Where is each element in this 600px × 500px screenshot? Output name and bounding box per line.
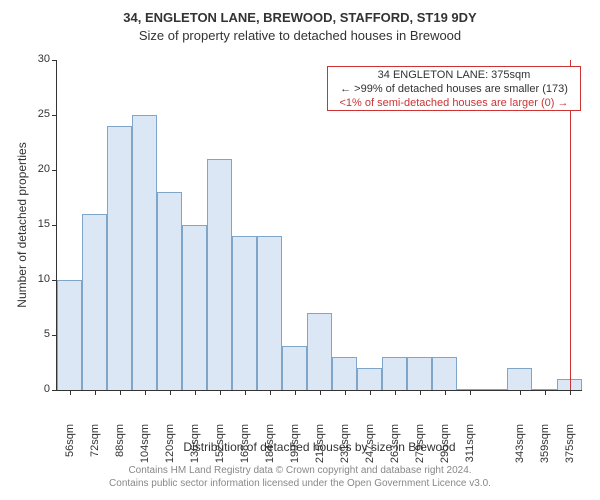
page-subtitle: Size of property relative to detached ho… bbox=[0, 28, 600, 43]
ytick-mark bbox=[52, 170, 57, 171]
x-axis-label: Distribution of detached houses by size … bbox=[57, 440, 582, 454]
xtick-mark bbox=[70, 390, 71, 395]
page-title: 34, ENGLETON LANE, BREWOOD, STAFFORD, ST… bbox=[0, 10, 600, 25]
footer-line2: Contains public sector information licen… bbox=[109, 478, 491, 489]
chart-bar bbox=[132, 115, 157, 390]
ytick-label: 30 bbox=[22, 53, 50, 65]
ytick-label: 0 bbox=[22, 383, 50, 395]
xtick-mark bbox=[570, 390, 571, 395]
callout-line1: 34 ENGLETON LANE: 375sqm bbox=[332, 69, 576, 83]
chart-bar bbox=[407, 357, 432, 390]
ytick-label: 5 bbox=[22, 328, 50, 340]
chart-bar bbox=[307, 313, 332, 390]
chart-bar bbox=[332, 357, 357, 390]
chart-bar bbox=[157, 192, 182, 390]
chart-bar bbox=[282, 346, 307, 390]
xtick-mark bbox=[520, 390, 521, 395]
xtick-mark bbox=[320, 390, 321, 395]
chart-bar bbox=[57, 280, 82, 390]
chart-bar bbox=[107, 126, 132, 390]
xtick-mark bbox=[395, 390, 396, 395]
ytick-mark bbox=[52, 390, 57, 391]
xtick-mark bbox=[345, 390, 346, 395]
chart-bar bbox=[382, 357, 407, 390]
chart-bar bbox=[507, 368, 532, 390]
chart-bar bbox=[432, 357, 457, 390]
ytick-mark bbox=[52, 225, 57, 226]
chart-bar bbox=[232, 236, 257, 390]
callout-box: 34 ENGLETON LANE: 375sqm ← >99% of detac… bbox=[327, 66, 581, 111]
chart-bar bbox=[257, 236, 282, 390]
footer-attribution: Contains HM Land Registry data © Crown c… bbox=[0, 465, 600, 490]
xtick-mark bbox=[120, 390, 121, 395]
chart-bar bbox=[207, 159, 232, 390]
xtick-mark bbox=[545, 390, 546, 395]
xtick-mark bbox=[295, 390, 296, 395]
ytick-mark bbox=[52, 115, 57, 116]
footer-line1: Contains HM Land Registry data © Crown c… bbox=[128, 465, 471, 476]
xtick-mark bbox=[95, 390, 96, 395]
ytick-mark bbox=[52, 335, 57, 336]
callout-line2: ← >99% of detached houses are smaller (1… bbox=[332, 83, 576, 97]
xtick-mark bbox=[270, 390, 271, 395]
y-axis-label: Number of detached properties bbox=[15, 125, 29, 325]
xtick-mark bbox=[145, 390, 146, 395]
ytick-mark bbox=[52, 280, 57, 281]
xtick-mark bbox=[220, 390, 221, 395]
xtick-mark bbox=[470, 390, 471, 395]
chart-bar bbox=[357, 368, 382, 390]
xtick-mark bbox=[245, 390, 246, 395]
ytick-label: 25 bbox=[22, 108, 50, 120]
callout-line3: <1% of semi-detached houses are larger (… bbox=[332, 97, 576, 111]
xtick-mark bbox=[445, 390, 446, 395]
chart-bar bbox=[182, 225, 207, 390]
chart-bar bbox=[82, 214, 107, 390]
ytick-mark bbox=[52, 60, 57, 61]
xtick-mark bbox=[420, 390, 421, 395]
xtick-mark bbox=[170, 390, 171, 395]
xtick-mark bbox=[195, 390, 196, 395]
xtick-mark bbox=[370, 390, 371, 395]
